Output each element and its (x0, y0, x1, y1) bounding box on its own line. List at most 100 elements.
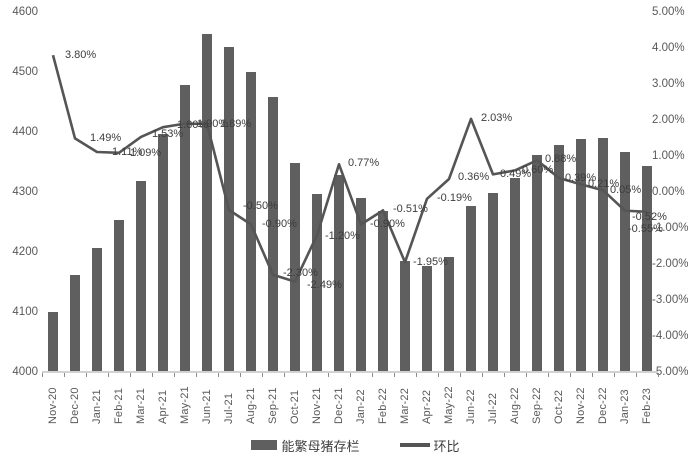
data-label: -0.52% (632, 210, 667, 223)
bar (158, 134, 168, 372)
axis-tick (240, 373, 241, 377)
bar (246, 72, 256, 372)
bar (180, 84, 190, 372)
legend-label-mom: 环比 (433, 438, 460, 454)
y-axis-label-right: 1.00% (652, 150, 685, 162)
x-axis-label: Dec-20 (69, 387, 81, 424)
data-label: 0.49% (500, 168, 532, 181)
x-axis-label: Apr-22 (421, 389, 433, 424)
bar (466, 205, 476, 372)
bar (400, 261, 410, 372)
bar (290, 163, 300, 372)
x-axis-label: Mar-22 (399, 387, 411, 424)
axis-tick (130, 373, 131, 377)
y-axis-label-left: 4000 (12, 366, 38, 378)
bar (48, 312, 58, 372)
axis-tick (108, 373, 109, 377)
y-axis-label-left: 4400 (12, 126, 38, 138)
y-axis-label-right: 0.00% (652, 186, 685, 198)
data-label: -0.50% (243, 200, 278, 212)
axis-tick (306, 373, 307, 377)
axis-tick (218, 373, 219, 377)
bar (356, 198, 366, 372)
bar (70, 275, 80, 372)
x-axis-line (42, 371, 658, 373)
bar (642, 166, 652, 372)
legend: 能繁母猪存栏 环比 (0, 436, 697, 454)
x-axis-label: Feb-23 (641, 387, 653, 424)
data-label: 1.49% (90, 132, 122, 145)
x-axis-label: Oct-21 (289, 389, 301, 424)
x-axis-label: Jan-21 (91, 389, 103, 424)
axis-tick (570, 373, 571, 377)
x-axis-label: Jan-22 (355, 389, 367, 424)
axis-tick (328, 373, 329, 377)
data-label: 0.21% (588, 178, 620, 191)
bar (202, 33, 212, 372)
x-axis-label: Apr-21 (157, 389, 169, 424)
y-axis-label-left: 4200 (12, 246, 38, 258)
data-label: 1.80% (177, 119, 209, 132)
data-label: -2.30% (283, 266, 318, 279)
x-axis-label: May-22 (443, 386, 455, 424)
data-label: 3.80% (65, 49, 97, 62)
x-axis-label: Aug-21 (245, 387, 257, 424)
data-label: -1.20% (325, 230, 360, 243)
y-axis-label-right: 3.00% (652, 78, 685, 90)
bar (268, 96, 278, 372)
x-axis-label: Aug-22 (509, 387, 521, 424)
data-label: -0.51% (393, 203, 428, 216)
axis-tick (614, 373, 615, 377)
bar (510, 177, 520, 372)
data-label: 0.36% (458, 171, 490, 184)
axis-tick (592, 373, 593, 377)
bar (378, 211, 388, 372)
x-axis-label: Oct-22 (553, 389, 565, 424)
data-label: 0.05% (610, 184, 642, 197)
x-axis-label: Mar-21 (135, 387, 147, 424)
x-axis-label: Jul-22 (487, 392, 499, 424)
data-label: 0.39% (565, 171, 597, 184)
y-axis-label-right: 4.00% (652, 42, 685, 54)
y-axis-label-right: 2.00% (652, 114, 685, 126)
bar (136, 181, 146, 372)
x-axis-label: Dec-21 (333, 387, 345, 424)
bar-swatch-icon (251, 440, 278, 450)
bar (92, 247, 102, 372)
data-label: 0.60% (522, 164, 554, 177)
axis-tick (526, 373, 527, 377)
legend-label-sow-inventory: 能繁母猪存栏 (281, 438, 360, 454)
axis-tick (42, 373, 43, 377)
axis-tick (460, 373, 461, 377)
axis-tick (394, 373, 395, 377)
y-axis-label-right: -1.00% (652, 222, 689, 234)
data-label: 2.03% (481, 111, 513, 124)
data-label: -0.19% (437, 191, 472, 204)
axis-tick (64, 373, 65, 377)
x-axis-label: Jun-21 (201, 389, 213, 424)
bar (334, 174, 344, 372)
legend-item-sow-inventory: 能繁母猪存栏 (251, 436, 360, 455)
axis-tick (416, 373, 417, 377)
x-axis-label: Nov-22 (575, 387, 587, 424)
data-label: 1.89% (220, 117, 252, 130)
axis-tick (636, 373, 637, 377)
axis-tick (372, 373, 373, 377)
bar (422, 265, 432, 372)
bar (598, 138, 608, 372)
axis-tick (438, 373, 439, 377)
legend-item-mom: 环比 (399, 436, 460, 455)
data-label: -1.95% (413, 256, 448, 269)
x-axis-label: Jun-22 (465, 389, 477, 424)
bar (576, 139, 586, 372)
data-label: 0.77% (348, 157, 380, 170)
x-axis-label: Feb-22 (377, 387, 389, 424)
data-label: 0.88% (545, 153, 577, 166)
x-axis-label: Jul-21 (223, 392, 235, 424)
data-label: 1.53% (152, 127, 184, 140)
axis-tick (504, 373, 505, 377)
x-axis-label: Feb-21 (113, 387, 125, 424)
y-axis-label-left: 4600 (12, 6, 38, 18)
